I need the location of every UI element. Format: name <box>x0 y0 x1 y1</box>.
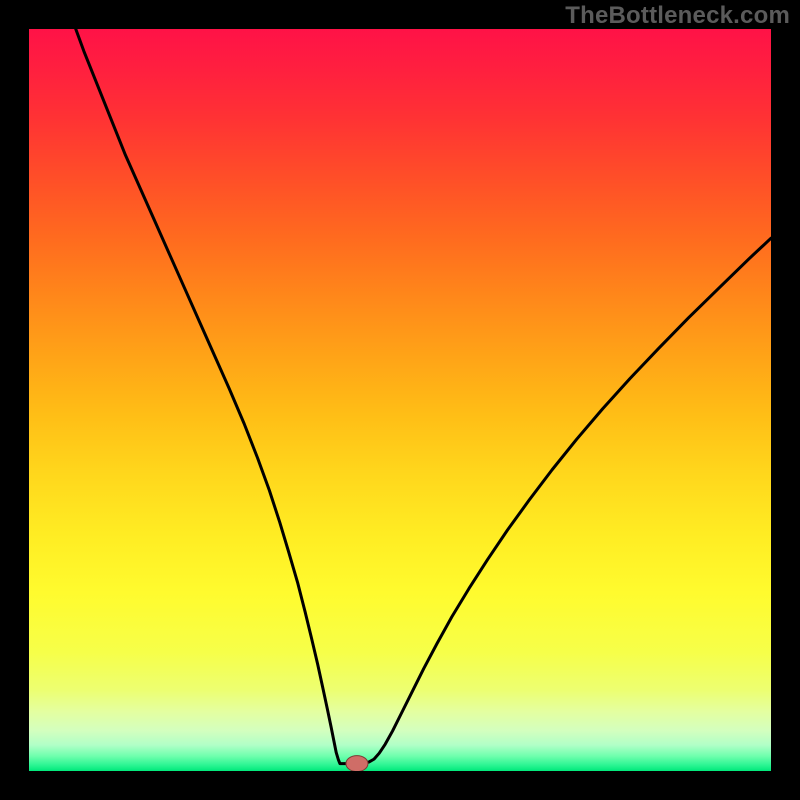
chart-frame: TheBottleneck.com <box>0 0 800 800</box>
optimal-point-marker <box>346 756 368 771</box>
gradient-background <box>29 29 771 771</box>
plot-area <box>29 29 771 771</box>
watermark-text: TheBottleneck.com <box>565 2 790 30</box>
bottleneck-chart <box>29 29 771 771</box>
